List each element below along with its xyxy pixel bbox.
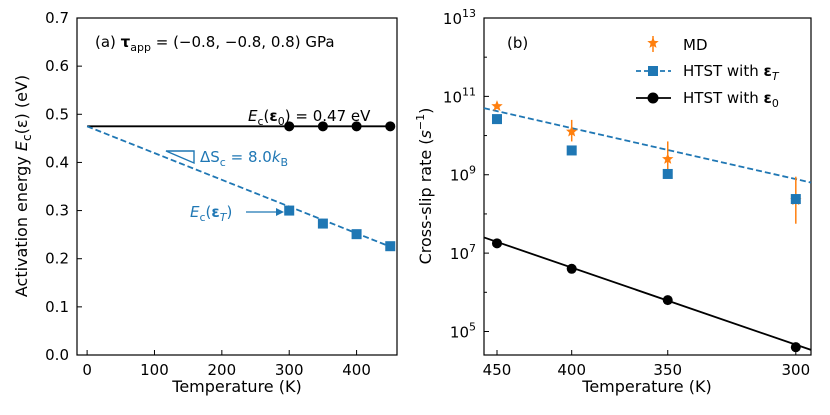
data-point-circle (566, 263, 577, 274)
series-line-2 (483, 236, 812, 351)
y-tick-label: 0.4 (45, 153, 69, 171)
y-tick-label: 0.0 (45, 346, 69, 364)
panel-b-label: (b) (507, 34, 528, 52)
legend-entry-md: MD (647, 36, 708, 54)
data-point-square (662, 168, 673, 179)
legend-md-star-icon (647, 37, 659, 48)
x-tick-label: 300 (275, 361, 304, 379)
data-point-square (566, 145, 577, 156)
data-point-star (491, 100, 503, 112)
x-tick-label: 400 (342, 361, 371, 379)
panel-a-ylabel: Activation energy Ec(ε) (eV) (12, 75, 34, 297)
y-tick-label: 1011 (443, 85, 476, 106)
data-point-square (790, 194, 801, 205)
panel-b-frame (483, 17, 812, 356)
data-point-square (284, 205, 295, 216)
data-point-square (385, 241, 396, 252)
x-tick-label: 350 (653, 361, 682, 379)
data-point-circle (317, 121, 328, 132)
eT-annotation: Ec(εT) (190, 203, 232, 224)
data-point-star (662, 153, 674, 164)
legend-htst-eT-marker (648, 66, 658, 76)
entropy-annotation: ΔSc = 8.0kB (200, 148, 288, 169)
slope-triangle-icon (165, 150, 195, 165)
data-point-circle (284, 121, 295, 132)
y-tick-label: 0.7 (45, 9, 69, 27)
x-tick-label: 300 (781, 361, 810, 379)
x-tick-label: 200 (208, 361, 237, 379)
legend-entry-htst-eT: HTST with εT (636, 62, 780, 83)
series-line-1 (483, 107, 812, 184)
panel-b: 450 400 350 300 105 107 109 1011 1013 (b) MD HTS… (414, 7, 812, 396)
panel-b-xlabel: Temperature (K) (581, 377, 711, 396)
panel-a: 0 100 200 300 400 0.0 0.1 0.2 0.3 0.4 0.5 0.6 0.7 (a… (12, 9, 398, 396)
series-line-1 (86, 125, 391, 248)
legend-htst-eT-label: HTST with εT (683, 62, 780, 83)
data-point-circle (790, 342, 801, 353)
panel-b-lines (483, 107, 812, 351)
data-point-square (491, 114, 502, 125)
y-tick-label: 0.3 (45, 202, 69, 220)
legend: MD HTST with εT HTST with ε0 (636, 36, 780, 110)
data-point-square (317, 218, 328, 229)
x-tick-label: 400 (557, 361, 586, 379)
x-tick-label: 450 (483, 361, 512, 379)
panel-a-markers (284, 121, 396, 252)
panel-b-ylabel: Cross-slip rate (s−1) (414, 108, 435, 265)
legend-entry-htst-e0: HTST with ε0 (636, 89, 779, 110)
y-tick-label: 105 (450, 320, 476, 341)
data-point-square (351, 229, 362, 240)
y-tick-label: 0.5 (45, 105, 69, 123)
y-tick-label: 1013 (443, 7, 476, 28)
legend-md-label: MD (683, 36, 708, 54)
panel-a-title: (a) τapp = (−0.8, −0.8, 0.8) GPa (95, 33, 335, 54)
panel-b-markers (491, 100, 802, 353)
panel-a-frame (76, 17, 398, 356)
y-tick-label: 0.2 (45, 250, 69, 268)
panel-b-ticks: 450 400 350 300 105 107 109 1011 1013 (443, 7, 810, 379)
y-tick-label: 109 (450, 164, 476, 185)
data-point-circle (491, 238, 502, 249)
y-tick-label: 0.1 (45, 298, 69, 316)
data-point-circle (385, 121, 396, 132)
y-tick-label: 0.6 (45, 57, 69, 75)
legend-htst-e0-label: HTST with ε0 (683, 89, 779, 110)
arrow-right-icon (276, 208, 284, 216)
data-point-star (565, 125, 578, 137)
x-tick-label: 0 (82, 361, 92, 379)
data-point-circle (351, 121, 362, 132)
panel-a-lines (86, 125, 391, 248)
panel-a-ticks: 0 100 200 300 400 0.0 0.1 0.2 0.3 0.4 0.5 0.6 0.7 (45, 9, 371, 379)
data-point-circle (662, 295, 673, 306)
panel-a-xlabel: Temperature (K) (171, 377, 301, 396)
legend-htst-e0-marker (647, 92, 659, 104)
x-tick-label: 100 (140, 361, 169, 379)
y-tick-label: 107 (450, 242, 476, 263)
e0-annotation: Ec(ε0) = 0.47 eV (248, 107, 371, 128)
